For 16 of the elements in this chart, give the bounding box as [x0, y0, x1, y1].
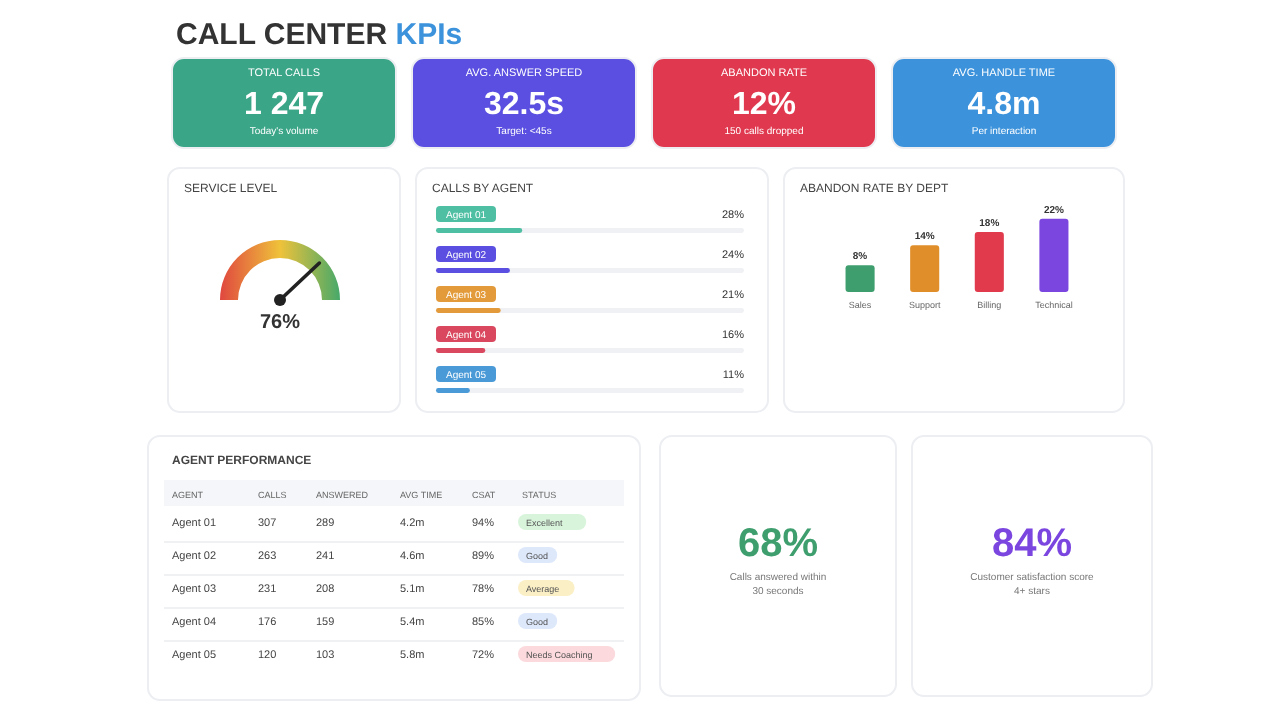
bar — [974, 232, 1004, 292]
text: 68% — [737, 522, 819, 566]
bar — [436, 348, 486, 353]
text: CALL CENTER KPIs — [176, 18, 463, 52]
text: 1 247 — [243, 88, 325, 122]
bar — [436, 308, 501, 313]
bar — [436, 268, 510, 273]
text: 12% — [731, 88, 797, 122]
text: 32.5s — [483, 88, 565, 122]
bar — [436, 388, 470, 393]
text: 84% — [991, 522, 1073, 566]
bar — [1039, 218, 1069, 292]
data-label: 76% — [259, 312, 301, 334]
bar — [910, 245, 940, 292]
bar — [845, 265, 875, 292]
text: 4.8m — [967, 88, 1041, 122]
